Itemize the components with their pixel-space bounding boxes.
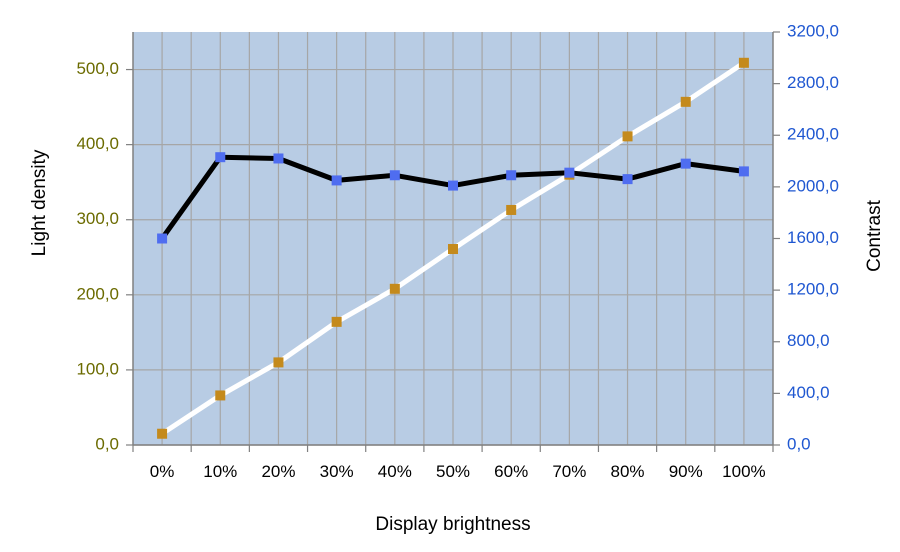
light-density-point: [331, 316, 342, 327]
x-tick-label: 20%: [261, 462, 295, 481]
light-density-point: [738, 57, 749, 68]
right-tick-label: 2000,0: [787, 176, 839, 195]
light-density-point: [273, 357, 284, 368]
contrast-point: [622, 174, 633, 185]
light-density-point: [215, 390, 226, 401]
right-ticks: 0,0 400,0 800,0 1200,0 1600,0 2000,0 2400,0 280…: [773, 21, 839, 453]
x-tick-label: 0%: [150, 462, 175, 481]
light-density-point: [157, 428, 168, 439]
contrast-point: [506, 170, 517, 181]
right-tick-label: 0,0: [787, 434, 811, 453]
left-tick-label: 400,0: [76, 134, 119, 153]
right-tick-label: 3200,0: [787, 21, 839, 40]
right-tick-label: 1200,0: [787, 280, 839, 299]
x-tick-label: 70%: [552, 462, 586, 481]
light-density-point: [506, 204, 517, 215]
left-tick-label: 0,0: [95, 434, 119, 453]
light-density-point: [389, 283, 400, 294]
right-tick-label: 1600,0: [787, 228, 839, 247]
y-axis-title-right: Contrast: [864, 199, 885, 272]
x-tick-label: 60%: [494, 462, 528, 481]
contrast-point: [273, 153, 284, 164]
contrast-point: [738, 166, 749, 177]
series-layer: [157, 57, 749, 439]
light-density-point: [622, 131, 633, 142]
x-axis-title: Display brightness: [375, 514, 530, 535]
contrast-point: [215, 152, 226, 163]
left-ticks: 0,0 100,0 200,0 300,0 400,0 500,0: [76, 59, 133, 453]
x-tick-label: 30%: [320, 462, 354, 481]
right-tick-label: 2800,0: [787, 73, 839, 92]
x-tick-label: 40%: [378, 462, 412, 481]
left-tick-label: 100,0: [76, 359, 119, 378]
x-tick-label: 80%: [611, 462, 645, 481]
right-tick-label: 2400,0: [787, 125, 839, 144]
light-density-point: [680, 96, 691, 107]
left-tick-label: 500,0: [76, 59, 119, 78]
light-density-point: [448, 244, 458, 255]
left-tick-label: 300,0: [76, 209, 119, 228]
y-axis-title-left: Light density: [29, 149, 50, 256]
contrast-point: [448, 180, 458, 191]
contrast-point: [389, 170, 400, 181]
x-tick-label: 10%: [203, 462, 237, 481]
x-tick-label: 100%: [722, 462, 765, 481]
left-tick-label: 200,0: [76, 284, 119, 303]
right-tick-label: 800,0: [787, 331, 830, 350]
x-tick-label: 90%: [669, 462, 703, 481]
contrast-point: [157, 233, 168, 244]
x-tick-label: 50%: [436, 462, 470, 481]
contrast-point: [680, 158, 691, 169]
x-ticks: 0% 10% 20% 30% 40% 50% 60% 70% 80% 90% 100%: [132, 445, 774, 481]
contrast-point: [331, 175, 342, 186]
contrast-point: [564, 167, 575, 178]
right-tick-label: 400,0: [787, 383, 830, 402]
